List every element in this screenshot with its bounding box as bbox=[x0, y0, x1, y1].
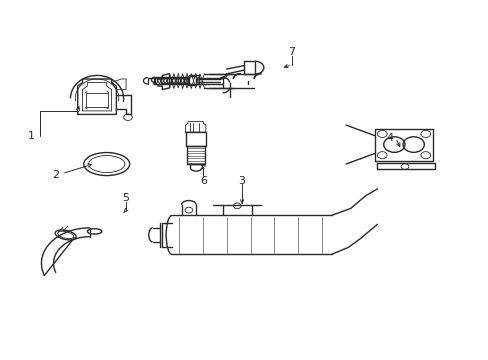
Text: 4: 4 bbox=[385, 133, 392, 143]
Text: 5: 5 bbox=[122, 193, 129, 203]
Text: 1: 1 bbox=[28, 131, 35, 141]
Text: 2: 2 bbox=[52, 170, 60, 180]
Text: 3: 3 bbox=[238, 176, 245, 186]
Text: 6: 6 bbox=[200, 176, 206, 186]
Text: 7: 7 bbox=[288, 47, 295, 57]
